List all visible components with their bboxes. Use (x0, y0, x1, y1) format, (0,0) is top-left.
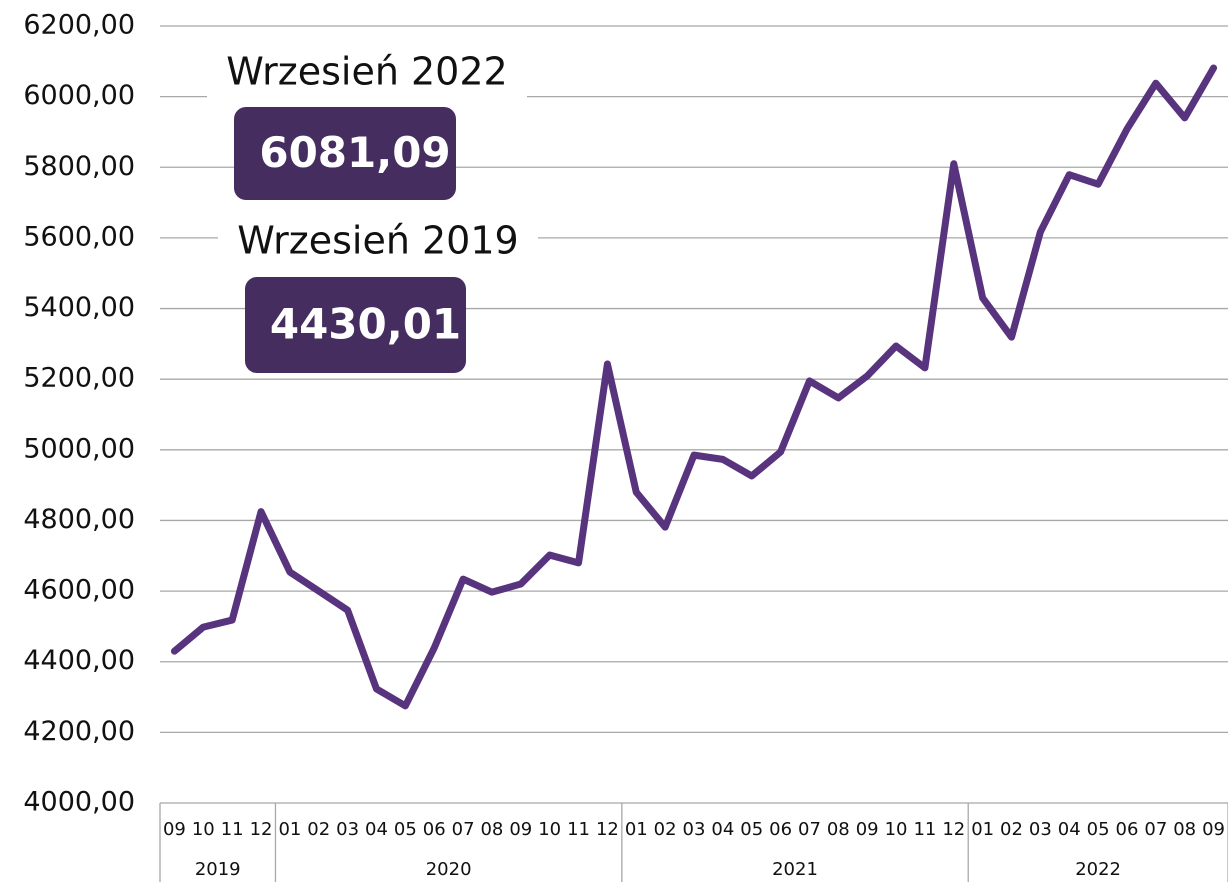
y-tick-label: 5000,00 (23, 433, 135, 464)
x-tick-label: 07 (452, 819, 475, 840)
y-tick-label: 4400,00 (23, 645, 135, 676)
x-tick-label: 12 (942, 819, 965, 840)
x-tick-label: 01 (625, 819, 648, 840)
x-tick-label: 12 (596, 819, 619, 840)
y-tick-label: 5200,00 (23, 363, 135, 394)
x-tick-label: 09 (163, 819, 186, 840)
x-tick-label: 09 (856, 819, 879, 840)
x-tick-label: 10 (885, 819, 908, 840)
annotation-value: 6081,09 (259, 128, 450, 177)
y-tick-label: 5800,00 (23, 151, 135, 182)
x-tick-label: 11 (913, 819, 936, 840)
x-tick-label: 03 (683, 819, 706, 840)
x-tick-label: 02 (307, 819, 330, 840)
annotation-value: 4430,01 (270, 300, 461, 349)
y-tick-label: 4600,00 (23, 575, 135, 606)
x-tick-label: 08 (1173, 819, 1196, 840)
y-tick-label: 4200,00 (23, 716, 135, 747)
annotation-bg (218, 219, 538, 267)
annotation-box (245, 277, 466, 373)
x-tick-label: 05 (1087, 819, 1110, 840)
x-tick-label: 09 (509, 819, 532, 840)
x-tick-label: 06 (423, 819, 446, 840)
y-tick-label: 5400,00 (23, 292, 135, 323)
x-tick-label: 04 (1058, 819, 1081, 840)
x-tick-label: 10 (538, 819, 561, 840)
y-tick-label: 6200,00 (23, 10, 135, 41)
x-tick-label: 03 (1029, 819, 1052, 840)
annotation-title: Wrzesień 2022 (226, 50, 507, 94)
y-tick-label: 4800,00 (23, 504, 135, 535)
x-group-label: 2022 (1075, 859, 1121, 880)
x-tick-label: 02 (654, 819, 677, 840)
x-tick-label: 07 (798, 819, 821, 840)
x-tick-label: 09 (1202, 819, 1225, 840)
x-tick-label: 01 (278, 819, 301, 840)
x-tick-label: 08 (827, 819, 850, 840)
data-line (170, 64, 1218, 710)
x-tick-label: 11 (567, 819, 590, 840)
x-tick-label: 05 (740, 819, 763, 840)
x-tick-label: 08 (480, 819, 503, 840)
x-tick-label: 10 (192, 819, 215, 840)
annotation-title: Wrzesień 2019 (237, 219, 518, 263)
x-tick-label: 01 (971, 819, 994, 840)
annotation-box (234, 107, 456, 200)
x-tick-label: 05 (394, 819, 417, 840)
x-group-label: 2020 (426, 859, 472, 880)
x-tick-label: 11 (221, 819, 244, 840)
x-group-label: 2019 (195, 859, 241, 880)
x-group-label: 2021 (772, 859, 818, 880)
y-tick-label: 5600,00 (23, 221, 135, 252)
x-tick-label: 06 (769, 819, 792, 840)
y-tick-label: 6000,00 (23, 80, 135, 111)
annotation-bg (207, 50, 527, 98)
x-tick-label: 04 (711, 819, 734, 840)
x-tick-label: 12 (250, 819, 273, 840)
x-tick-label: 06 (1116, 819, 1139, 840)
y-tick-label: 4000,00 (23, 787, 135, 818)
x-tick-label: 04 (365, 819, 388, 840)
x-tick-label: 03 (336, 819, 359, 840)
x-tick-label: 07 (1144, 819, 1167, 840)
x-tick-label: 02 (1000, 819, 1023, 840)
